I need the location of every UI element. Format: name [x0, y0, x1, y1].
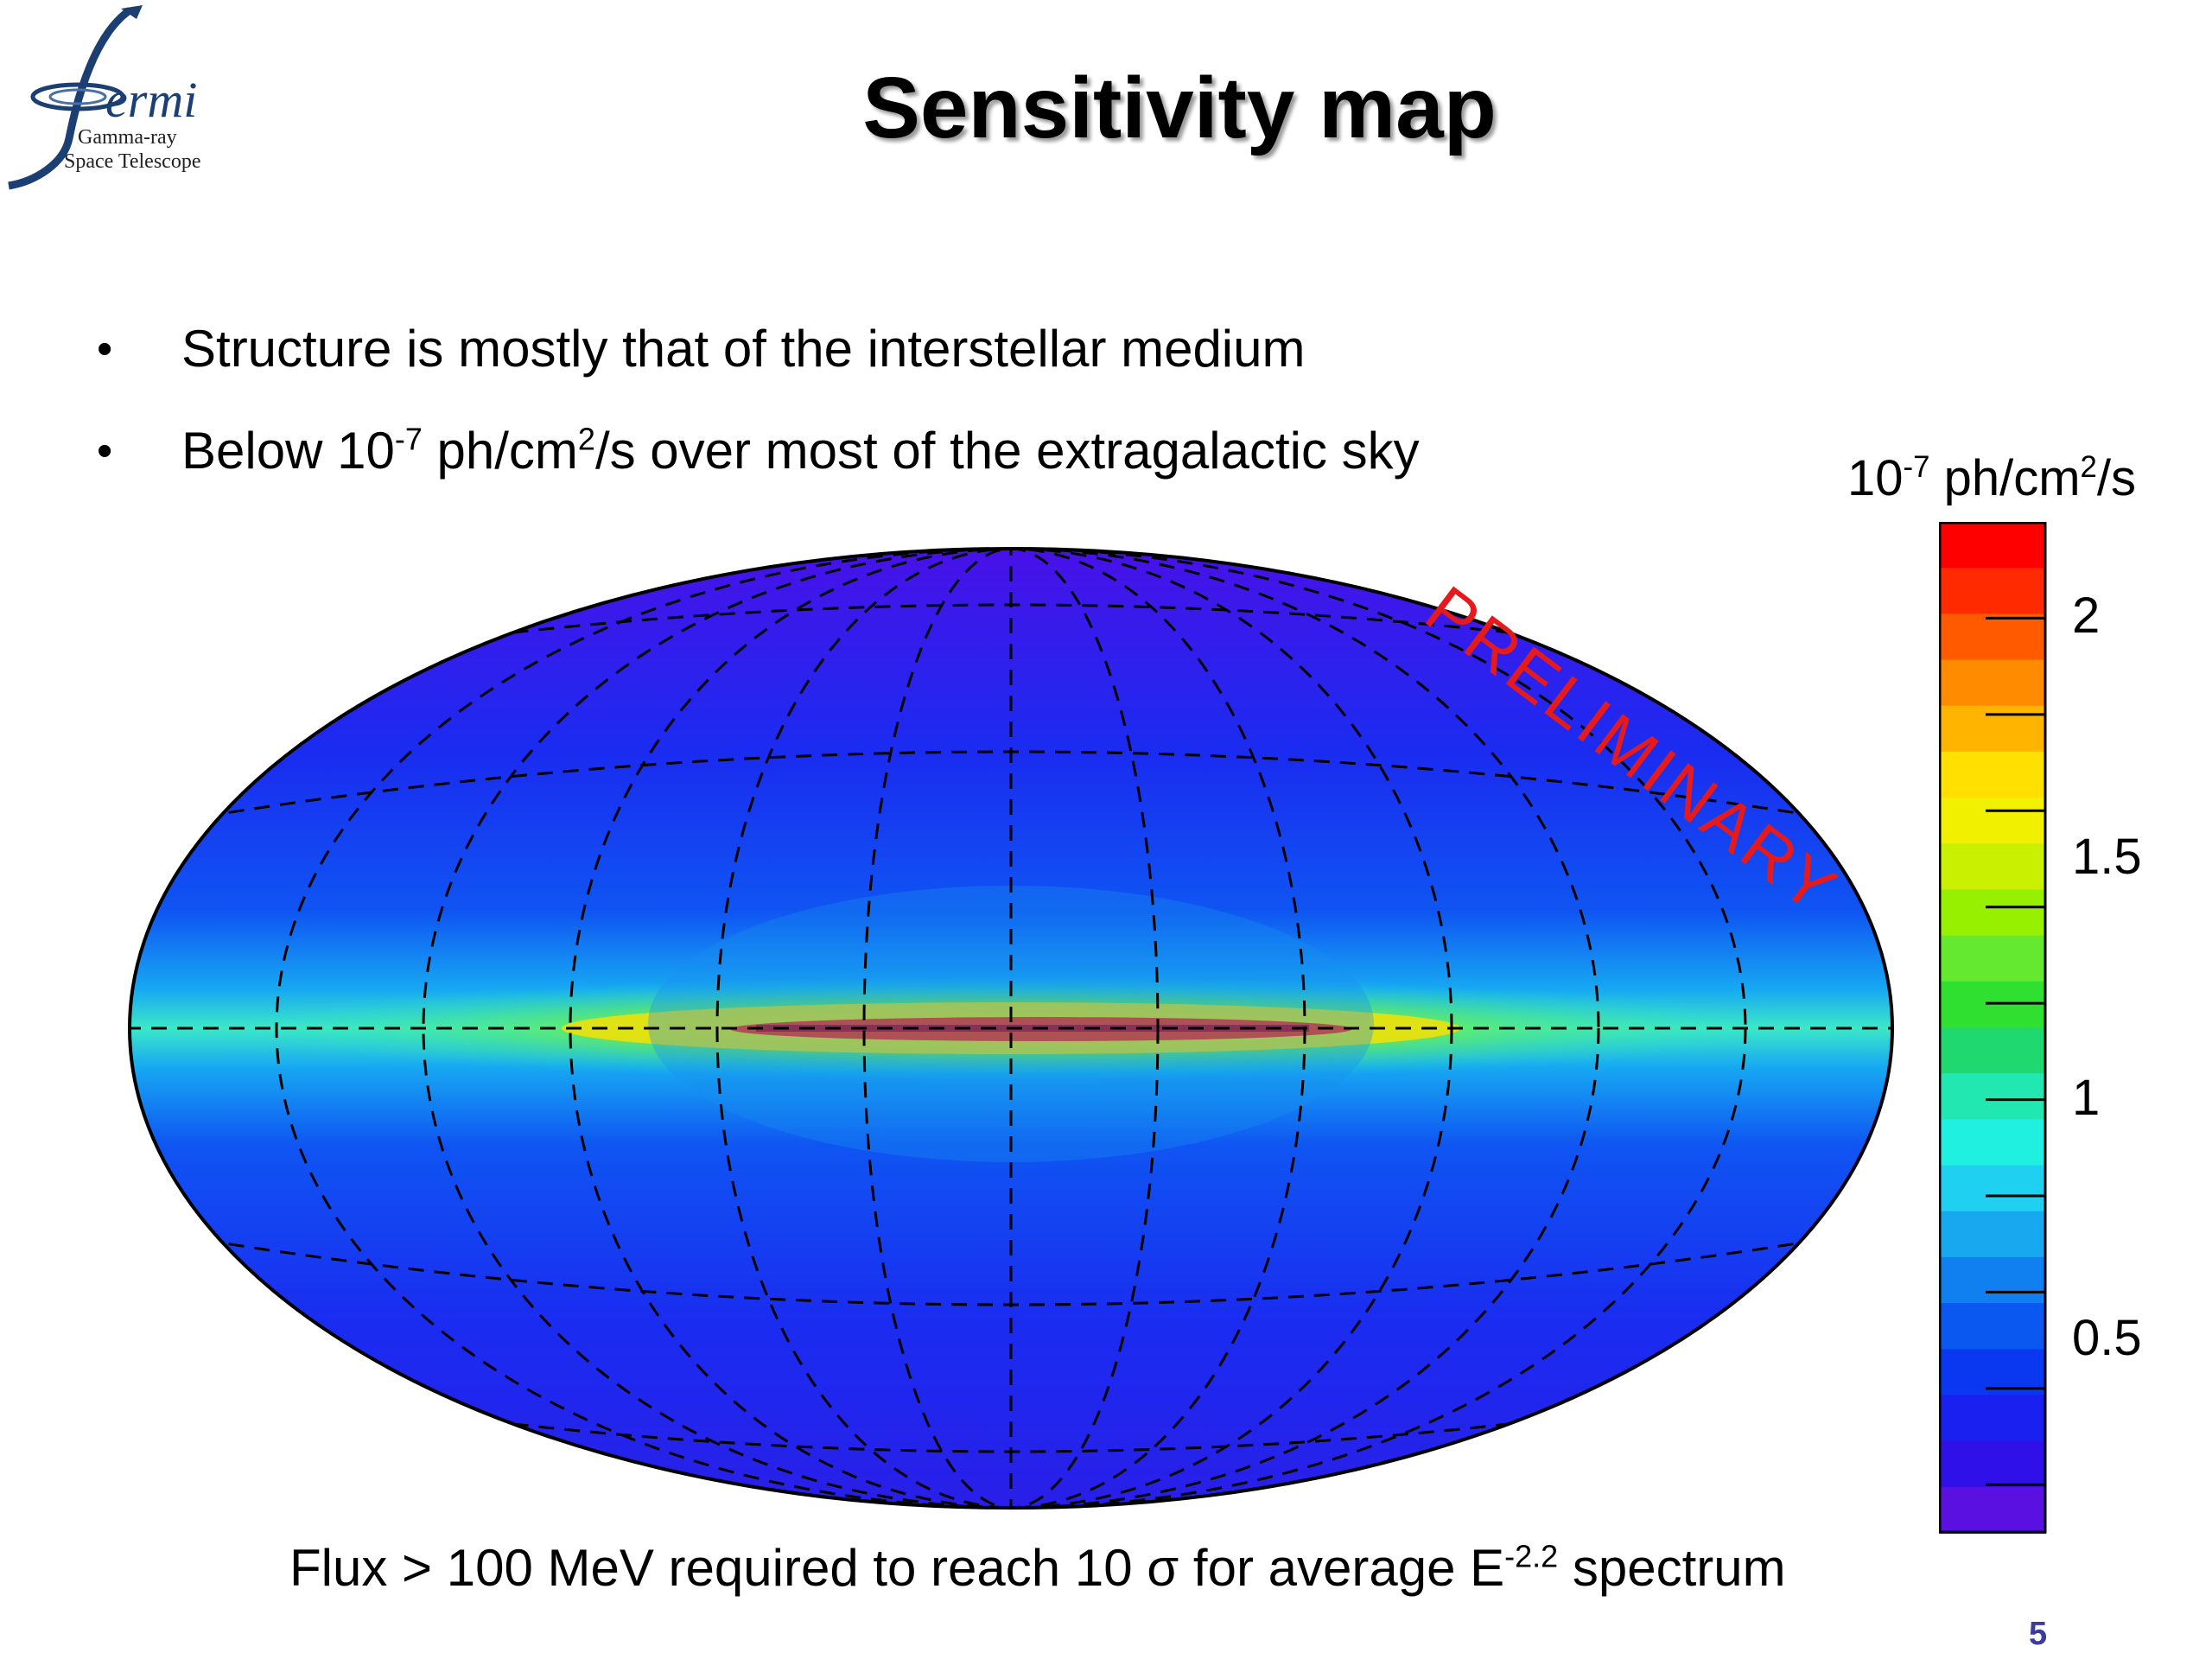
- colorbar-border: [1939, 522, 2047, 1534]
- colorbar-segment: [1939, 751, 2046, 799]
- colorbar-tick-label: 0.5: [2072, 1310, 2142, 1367]
- bullet-list: • Structure is mostly that of the inters…: [93, 318, 1420, 522]
- colorbar-segment: [1939, 1027, 2046, 1075]
- colorbar-segment: [1939, 522, 2046, 569]
- colorbar-segment: [1939, 1440, 2046, 1488]
- colorbar-segment: [1939, 1256, 2046, 1305]
- colorbar-segment: [1939, 798, 2046, 845]
- colorbar-segment: [1939, 981, 2046, 1028]
- bullet-dot-icon: •: [97, 324, 113, 374]
- bullet-dot-icon: •: [97, 426, 113, 476]
- bullet-item: • Structure is mostly that of the inters…: [93, 318, 1420, 380]
- bullet-item: • Below 10-7 ph/cm2/s over most of the e…: [93, 420, 1420, 482]
- colorbar-segment: [1939, 889, 2046, 937]
- bullet-text-post: /s over most of the extragalactic sky: [594, 422, 1420, 480]
- colorbar-tick-label: 2: [2072, 588, 2101, 645]
- bullet-text-mid: ph/cm: [422, 422, 578, 480]
- bullet-text-pre: Below 10: [181, 422, 395, 480]
- colorbar-segment: [1939, 1486, 2046, 1534]
- logo-subtitle-2: Space Telescope: [64, 150, 201, 173]
- bullet-square: 2: [577, 421, 595, 457]
- colorbar-segment: [1939, 1395, 2046, 1442]
- colorbar-segment: [1939, 1119, 2046, 1166]
- colorbar-tick-label: 1.5: [2072, 829, 2142, 885]
- fermi-swirl-icon: [8, 5, 143, 190]
- colorbar-segment: [1939, 1165, 2046, 1212]
- slide-title: Sensitivity map: [862, 60, 1497, 156]
- colorbar-segment: [1939, 1303, 2046, 1351]
- logo-word: ermi: [105, 72, 198, 128]
- colorbar: [1939, 522, 2047, 1534]
- bullet-text: Structure is mostly that of the interste…: [181, 320, 1306, 378]
- sensitivity-sky-map: [128, 547, 1894, 1510]
- colorbar-tick-label: 1: [2072, 1069, 2101, 1126]
- colorbar-segment: [1939, 705, 2046, 753]
- colorbar-segment: [1939, 568, 2046, 615]
- colorbar-segment: [1939, 659, 2046, 707]
- colorbar-segment: [1939, 1211, 2046, 1258]
- bullet-exponent: -7: [394, 421, 423, 457]
- map-caption: Flux > 100 MeV required to reach 10 σ fo…: [289, 1538, 1786, 1597]
- colorbar-segment: [1939, 843, 2046, 891]
- colorbar-segment: [1939, 1073, 2046, 1121]
- logo-subtitle-1: Gamma-ray: [78, 126, 177, 149]
- page-number: 5: [2029, 1616, 2048, 1652]
- colorbar-segment: [1939, 935, 2046, 982]
- coordinate-grid: [130, 549, 1892, 1508]
- colorbar-unit-label: 10-7 ph/cm2/s: [1847, 450, 2137, 506]
- fermi-logo: ermi Gamma-ray Space Telescope: [0, 0, 242, 199]
- colorbar-segment: [1939, 613, 2046, 661]
